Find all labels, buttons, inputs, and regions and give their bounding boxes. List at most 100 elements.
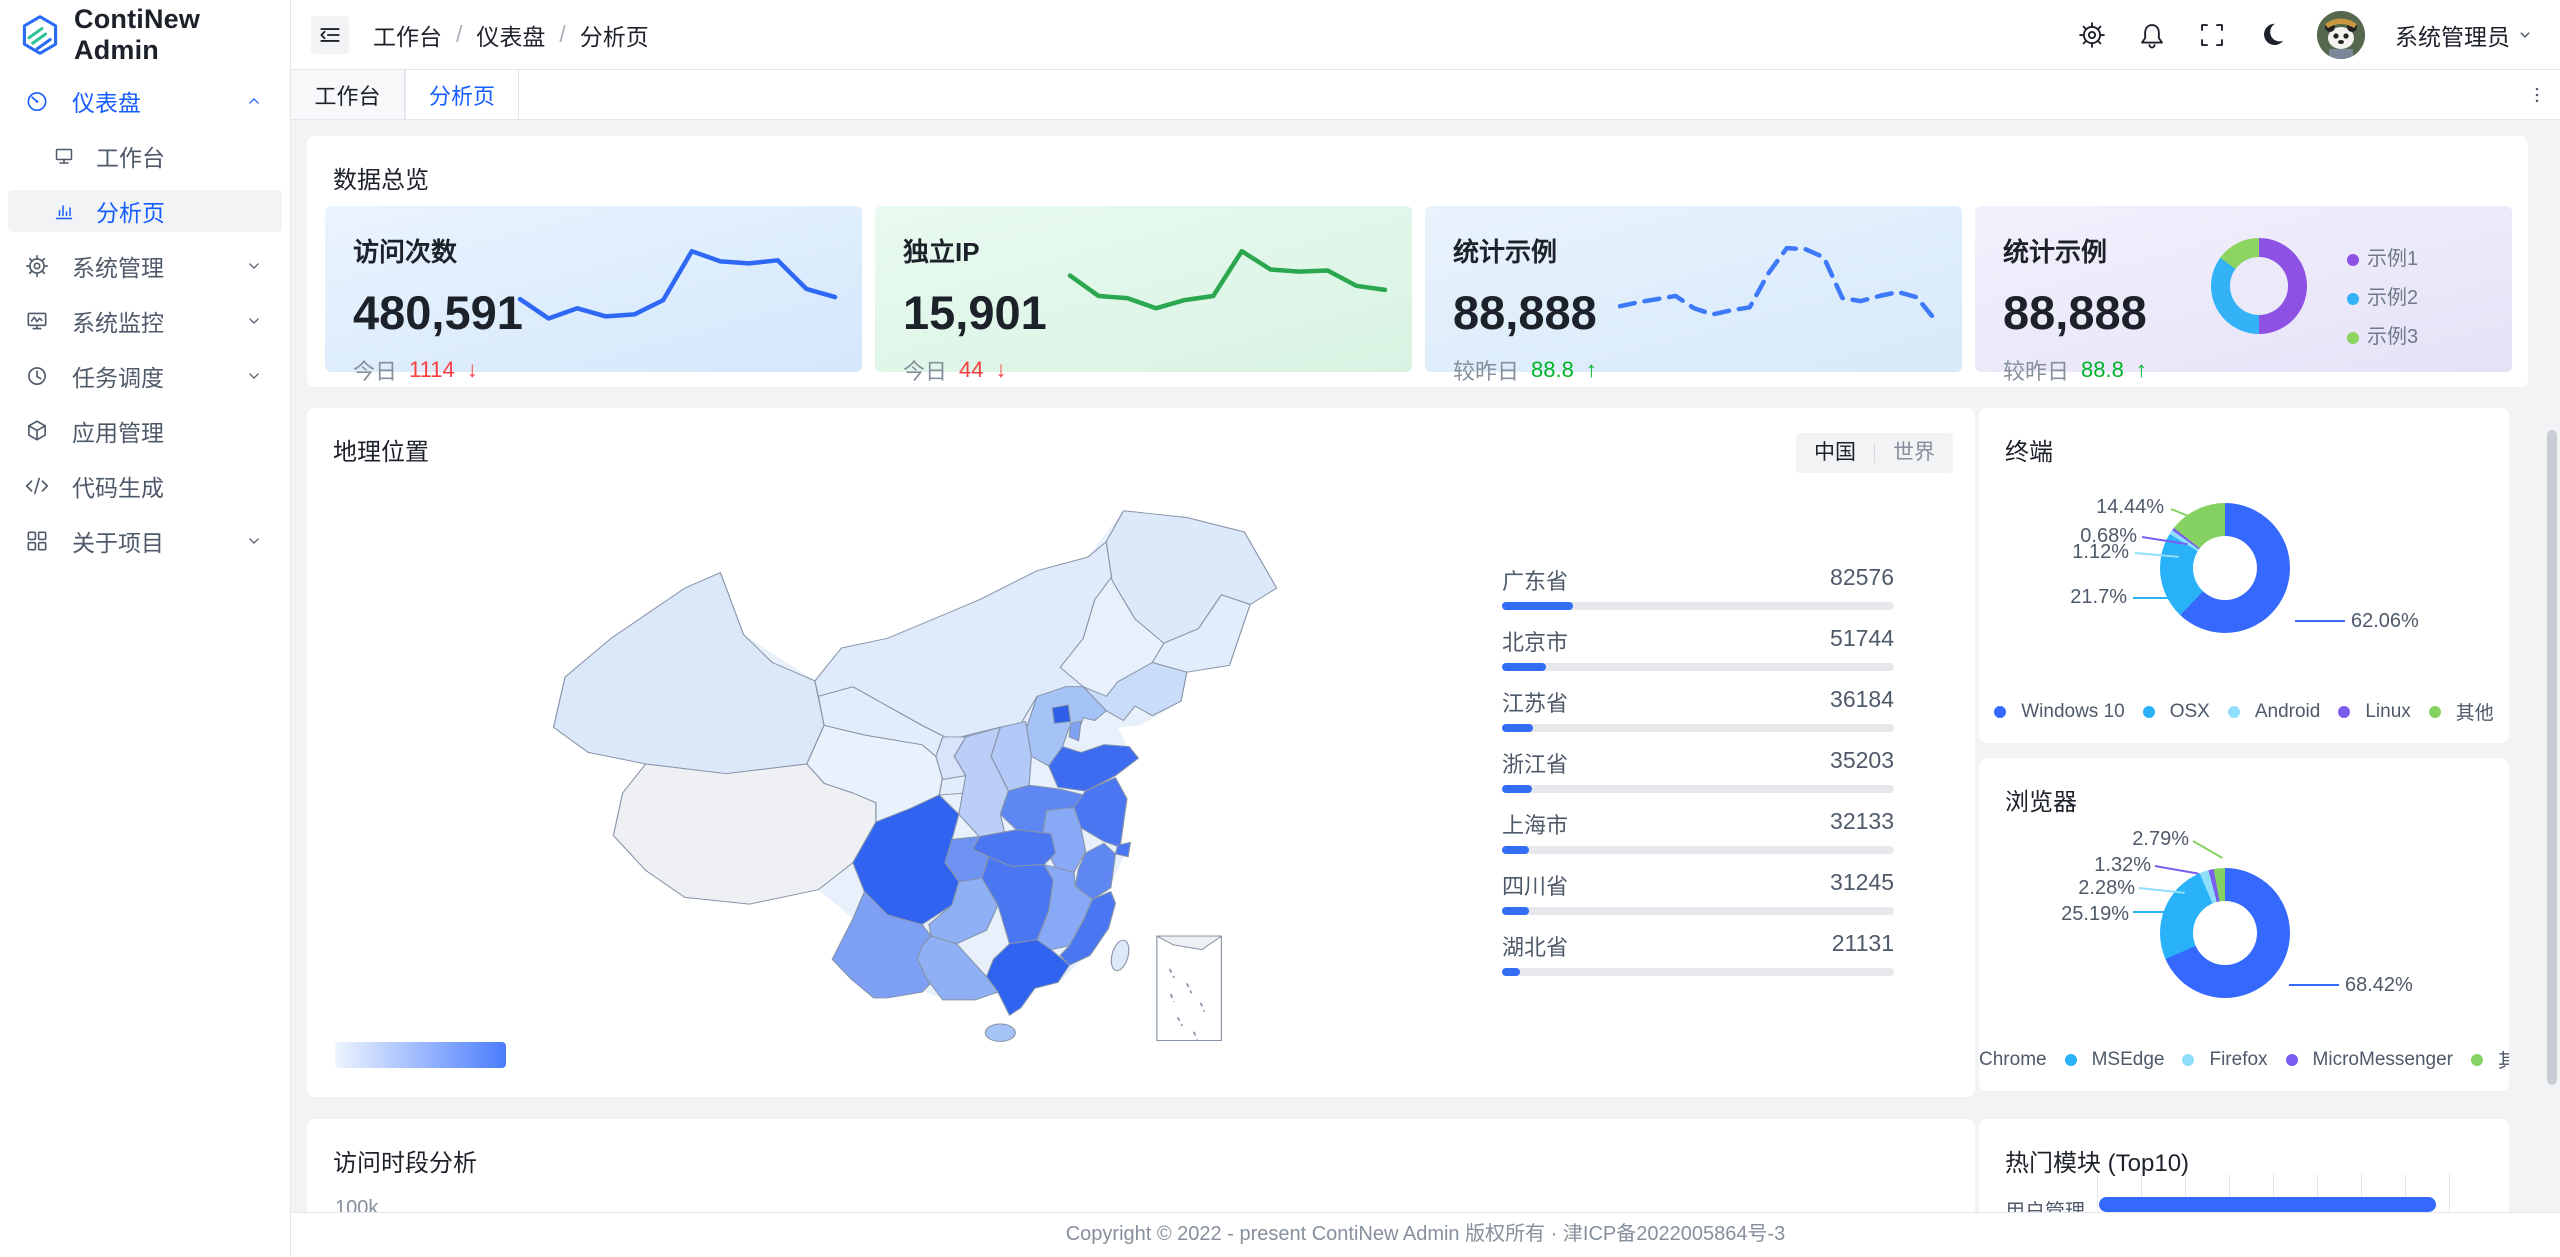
panel-browser: 浏览器 2.79% 1.32% 2.28% 25.19% 68.42% Chro… [1979,758,2509,1091]
terminal-legend: Windows 10 OSX Android Linux 其他 [1979,698,2509,725]
fullscreen-icon[interactable] [2197,20,2227,50]
pct-label: 1.32% [2094,854,2151,876]
user-menu[interactable]: 系统管理员 [2395,18,2534,52]
pct-label: 21.7% [2070,586,2127,608]
stat-title: 访问次数 [353,237,458,267]
footer-copyright: Copyright © 2022 - present ContiNew Admi… [291,1212,2560,1257]
breadcrumb-item[interactable]: 工作台 [373,23,442,50]
stat-sub-value: 1114 [409,357,455,382]
browser-legend: Chrome MSEdge Firefox MicroMessenger 其他 [1979,1046,2509,1073]
dashboard-icon [24,88,50,114]
breadcrumb-separator: / [559,21,566,47]
tab-workbench[interactable]: 工作台 [291,70,405,119]
stat-value: 15,901 [903,286,1047,339]
chevron-down-icon [244,366,264,386]
chevron-up-icon [244,91,264,111]
legend-dot [2347,331,2359,344]
sidebar-item-system-monitor[interactable]: 系统监控 [8,300,282,342]
stat-title: 统计示例 [1453,237,1558,267]
tab-analysis[interactable]: 分析页 [405,70,519,119]
trend-up-icon: ↑ [1585,357,1597,382]
breadcrumb: 工作台 / 仪表盘 / 分析页 [373,18,649,52]
panel-terminal: 终端 14.44% 0.68% 1.12% 21.7% 62.06% Windo… [1979,408,2509,743]
settings-gear-icon[interactable] [2077,20,2107,50]
username-label: 系统管理员 [2395,23,2510,50]
sidebar-item-task-scheduler[interactable]: 任务调度 [8,355,282,397]
chevron-down-icon [244,531,264,551]
ip-sparkline [1067,248,1388,311]
cube-icon [24,418,50,444]
stat-sub-label: 今日 [353,359,398,384]
avatar[interactable] [2317,10,2365,59]
bar-chart-icon [52,199,76,223]
map-scope-toggle: 中国 世界 [1796,433,1953,473]
pct-label: 2.79% [2132,828,2189,850]
panel-data-overview: 数据总览 访问次数 480,591 今日 1114 ↓ 独立IP 15,901 今日… [307,136,2528,387]
dark-mode-moon-icon[interactable] [2257,20,2287,50]
panel-title: 浏览器 [2005,789,2077,816]
stat-title: 独立IP [903,237,980,267]
chevron-down-icon [244,256,264,276]
logo[interactable]: ContiNew Admin [0,0,290,70]
stat-value: 88,888 [1453,286,1597,339]
pct-label: 1.12% [2072,541,2129,563]
province-row: 江苏省 36184 [1502,680,1894,741]
pct-label: 0.68% [2080,525,2137,547]
stat-sub-value: 88.8 [2081,357,2124,382]
sidebar-menu: 仪表盘 工作台 分析页 系统管理 [0,70,290,562]
main-content: 数据总览 访问次数 480,591 今日 1114 ↓ 独立IP 15,901 今日… [291,120,2560,1257]
stat-value: 480,591 [353,286,523,339]
notification-bell-icon[interactable] [2137,20,2167,50]
sidebar-item-dashboard[interactable]: 仪表盘 [8,80,282,122]
trend-down-icon: ↓ [466,357,478,382]
sidebar-item-analysis[interactable]: 分析页 [8,190,282,232]
toggle-world[interactable]: 世界 [1893,441,1935,464]
sidebar-item-system-management[interactable]: 系统管理 [8,245,282,287]
breadcrumb-item[interactable]: 分析页 [579,23,649,50]
panel-title: 数据总览 [333,167,429,194]
province-row: 广东省 82576 [1502,558,1894,619]
hot-module-bar [2099,1197,2436,1212]
legend-dot [2347,253,2359,266]
stat-card-unique-ip: 独立IP 15,901 今日 44 ↓ [875,206,1412,384]
province-ranking-list: 广东省 82576 北京市 51744 江苏省 36184 浙江省 35203 上海市 3… [1502,558,1894,985]
sidebar-item-app-management[interactable]: 应用管理 [8,410,282,452]
sample-sparkline [1617,245,1938,322]
pct-label: 25.19% [2061,903,2129,925]
panel-geo-location: 地理位置 中国 世界 [307,408,1975,1097]
trend-down-icon: ↓ [995,357,1007,382]
legend-dot [2347,292,2359,305]
sidebar: ContiNew Admin 仪表盘 工作台 分析页 [0,0,291,1257]
pct-label: 68.42% [2345,974,2413,996]
code-icon [24,473,50,499]
terminal-donut-chart [2160,503,2290,633]
stat-sub-label: 较昨日 [2003,359,2070,384]
stat-sub-value: 44 [959,357,984,382]
clock-icon [24,363,50,389]
menu-fold-icon[interactable] [311,15,349,54]
sidebar-item-code-generator[interactable]: 代码生成 [8,465,282,507]
province-row: 北京市 51744 [1502,619,1894,680]
browser-donut-chart [2160,868,2290,998]
stat-sub-label: 今日 [903,359,948,384]
toggle-china[interactable]: 中国 [1814,441,1856,464]
stat-title: 统计示例 [2003,237,2108,267]
tab-more-icon[interactable] [2514,70,2560,119]
visits-sparkline [517,248,838,321]
province-row: 四川省 31245 [1502,863,1894,924]
sample-donut-legend: 示例1 示例2 示例3 [2347,242,2418,349]
pct-label: 62.06% [2351,610,2419,632]
stat-sub-value: 88.8 [1531,357,1574,382]
sidebar-item-workbench[interactable]: 工作台 [8,135,282,177]
sidebar-item-about-project[interactable]: 关于项目 [8,520,282,562]
sample-donut-chart [2211,238,2307,334]
panel-title: 热门模块 (Top10) [2005,1150,2190,1177]
vertical-scrollbar[interactable] [2547,430,2557,1085]
panel-title: 地理位置 [333,439,429,466]
header-actions: 系统管理员 [2077,10,2560,59]
app-title: ContiNew Admin [74,4,201,65]
breadcrumb-item[interactable]: 仪表盘 [476,23,546,50]
china-map[interactable] [542,503,1302,1083]
panel-title: 终端 [2005,439,2053,466]
stat-card-sample: 统计示例 88,888 较昨日 88.8 ↑ [1425,206,1962,384]
